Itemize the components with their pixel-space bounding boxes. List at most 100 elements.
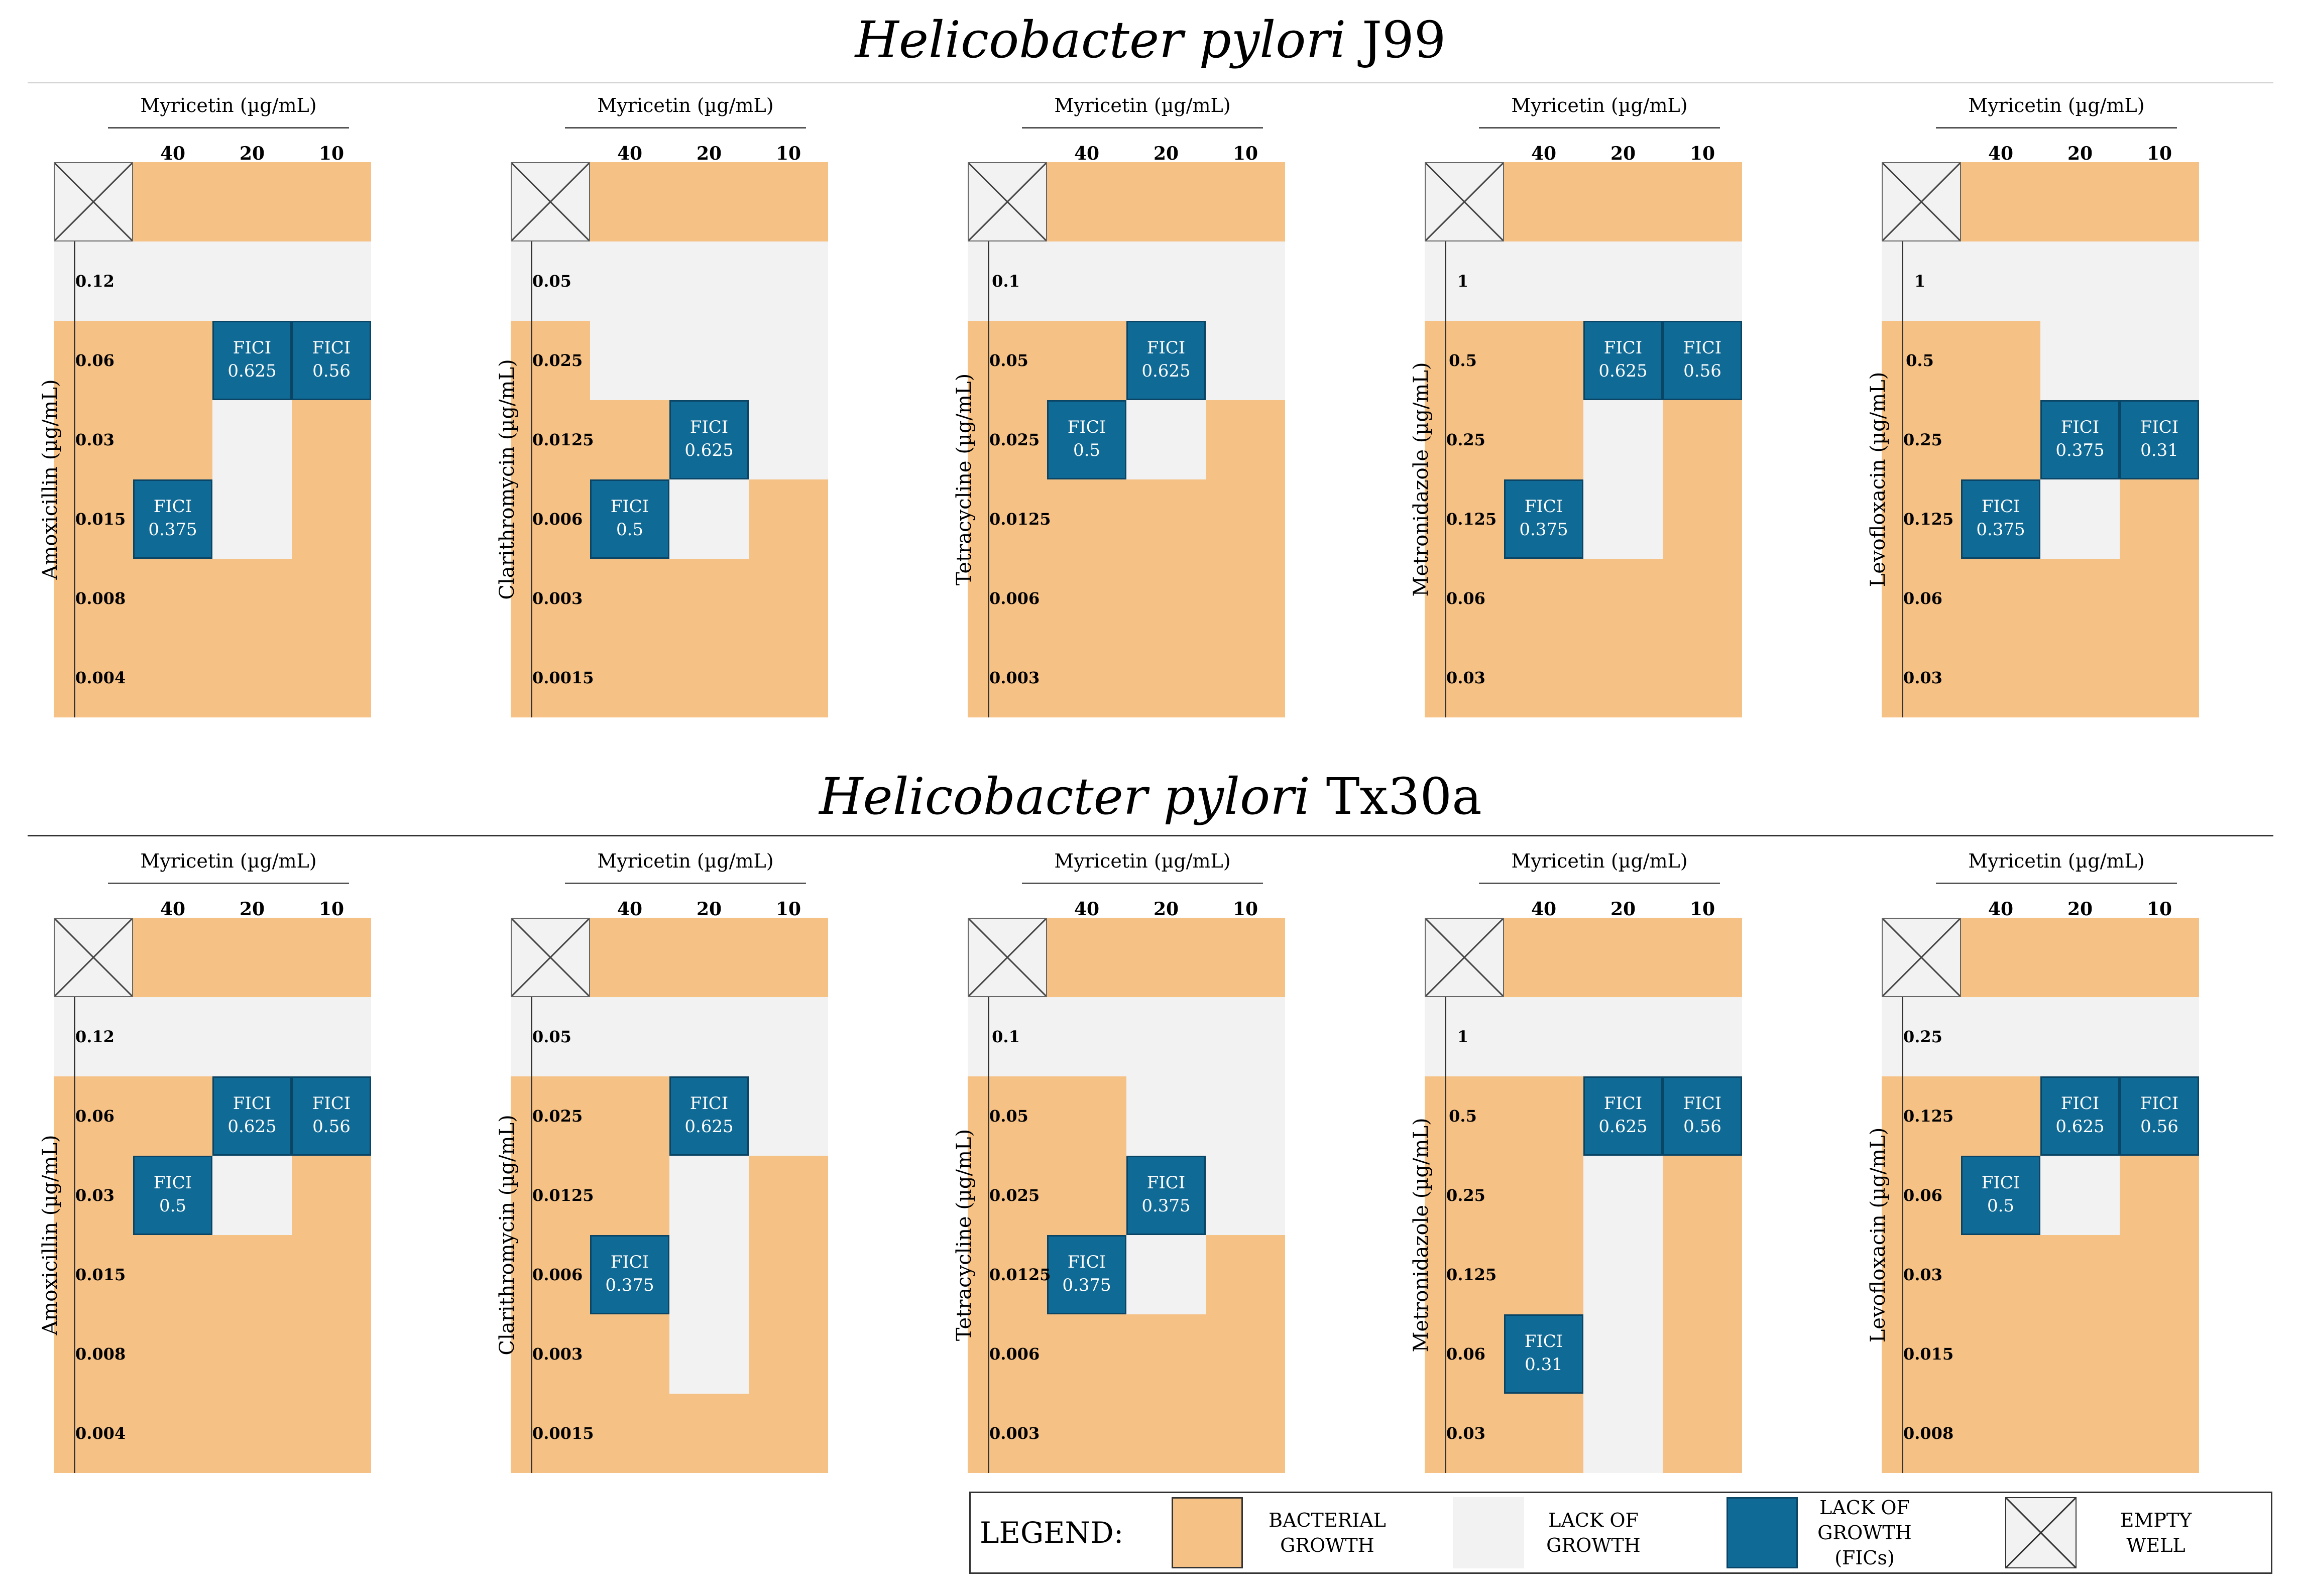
well-growth <box>1425 1394 1504 1473</box>
drug-axis-line <box>1902 997 1903 1473</box>
well-no-growth <box>2040 997 2120 1076</box>
well-no-growth <box>212 479 292 559</box>
well-no-growth <box>133 241 212 321</box>
well-growth <box>1126 918 1206 997</box>
well-growth <box>749 918 828 997</box>
legend-fics-label: LACK OF GROWTH (FICs) <box>1817 1497 1912 1569</box>
fici-value: 0.625 <box>1598 361 1648 381</box>
well-growth <box>590 559 669 638</box>
well-growth <box>2120 1314 2199 1394</box>
well-growth <box>669 162 749 241</box>
well-growth <box>1663 1156 1742 1235</box>
fici-value: 0.375 <box>1062 1275 1111 1295</box>
fici-label: FICI <box>689 1093 729 1114</box>
well-growth <box>1882 1156 1961 1235</box>
well-no-growth <box>669 997 749 1076</box>
empty-well <box>1425 918 1504 997</box>
well-growth <box>1663 559 1742 638</box>
fici-value: 0.56 <box>312 1117 351 1137</box>
fici-label: FICI <box>1146 338 1186 358</box>
well-growth <box>1663 918 1742 997</box>
drug-concentration-label: 0.015 <box>75 1265 126 1284</box>
drug-concentration-label: 0.025 <box>532 351 583 370</box>
well-no-growth <box>1126 1076 1206 1156</box>
myricetin-column-label: 20 <box>239 143 265 164</box>
well-growth <box>968 1156 1047 1235</box>
drug-axis-line <box>531 241 532 717</box>
well-growth <box>1126 1314 1206 1394</box>
well-growth <box>54 1394 133 1473</box>
myricetin-axis-line <box>1936 127 2177 129</box>
fici-value: 0.31 <box>2140 440 2178 460</box>
myricetin-column-label: 10 <box>1232 143 1258 164</box>
well-growth <box>1882 400 1961 479</box>
well-growth <box>292 1235 371 1314</box>
myricetin-column-label: 20 <box>1610 143 1636 164</box>
well-growth <box>749 1235 828 1314</box>
drug-concentration-label: 0.5 <box>1449 351 1477 370</box>
well-growth <box>1206 638 1285 717</box>
well-no-growth <box>749 997 828 1076</box>
well-no-growth <box>1206 1076 1285 1156</box>
well-fici: FICI 0.56 <box>292 1076 371 1156</box>
well-growth <box>1663 162 1742 241</box>
well-growth <box>968 400 1047 479</box>
well-fici: FICI 0.375 <box>2040 400 2120 479</box>
well-no-growth <box>1047 241 1126 321</box>
well-no-growth <box>1583 479 1663 559</box>
fici-value: 0.625 <box>684 440 734 460</box>
empty-well-icon <box>1425 918 1504 997</box>
drug-concentration-label: 0.25 <box>1446 1186 1485 1205</box>
well-no-growth <box>212 400 292 479</box>
well-growth <box>590 162 669 241</box>
well-no-growth <box>669 1235 749 1314</box>
well-growth <box>1126 162 1206 241</box>
well-no-growth <box>1961 997 2040 1076</box>
drug-concentration-label: 0.03 <box>1446 1424 1485 1443</box>
well-growth <box>749 1314 828 1394</box>
well-growth <box>54 1156 133 1235</box>
drug-axis-title: Clarithromycin (µg/mL) <box>496 359 519 600</box>
fici-value: 0.5 <box>159 1196 187 1216</box>
well-growth <box>1882 1394 1961 1473</box>
well-growth <box>669 918 749 997</box>
drug-axis-title: Amoxicillin (µg/mL) <box>39 1135 62 1335</box>
well-no-growth <box>292 997 371 1076</box>
fici-value: 0.625 <box>2055 1117 2105 1137</box>
well-growth <box>511 479 590 559</box>
well-growth <box>212 1235 292 1314</box>
drug-concentration-label: 0.0015 <box>532 1424 594 1443</box>
drug-axis-title: Amoxicillin (µg/mL) <box>39 379 62 580</box>
well-no-growth <box>1961 241 2040 321</box>
well-no-growth <box>1126 400 1206 479</box>
well-no-growth <box>2120 997 2199 1076</box>
well-fici: FICI 0.375 <box>1126 1156 1206 1235</box>
drug-concentration-label: 0.25 <box>1903 1027 1942 1046</box>
well-growth <box>1047 321 1126 400</box>
well-growth <box>1047 1314 1126 1394</box>
well-growth <box>212 1394 292 1473</box>
well-growth <box>749 162 828 241</box>
well-growth <box>1425 638 1504 717</box>
well-growth <box>1504 321 1583 400</box>
well-fici: FICI 0.625 <box>2040 1076 2120 1156</box>
drug-concentration-label: 0.05 <box>532 1027 571 1046</box>
well-no-growth <box>1583 1314 1663 1394</box>
well-fici: FICI 0.31 <box>1504 1314 1583 1394</box>
well-growth <box>669 559 749 638</box>
well-growth <box>968 1394 1047 1473</box>
well-growth <box>511 1156 590 1235</box>
drug-concentration-label: 0.0125 <box>989 1265 1051 1284</box>
section-title-tx30a: Helicobacter pylori Tx30a <box>0 767 2301 827</box>
well-no-growth <box>133 997 212 1076</box>
myricetin-column-label: 40 <box>1074 899 1100 920</box>
legend-growth-label: BACTERIAL GROWTH <box>1269 1509 1386 1556</box>
myricetin-axis-title: Myricetin (µg/mL) <box>1511 850 1688 872</box>
well-growth <box>1206 162 1285 241</box>
well-growth <box>1504 1235 1583 1314</box>
drug-concentration-label: 0.0125 <box>989 510 1051 529</box>
myricetin-axis-line <box>1936 883 2177 884</box>
empty-well-icon <box>54 918 133 997</box>
well-no-growth <box>968 241 1047 321</box>
fici-value: 0.625 <box>227 361 277 381</box>
